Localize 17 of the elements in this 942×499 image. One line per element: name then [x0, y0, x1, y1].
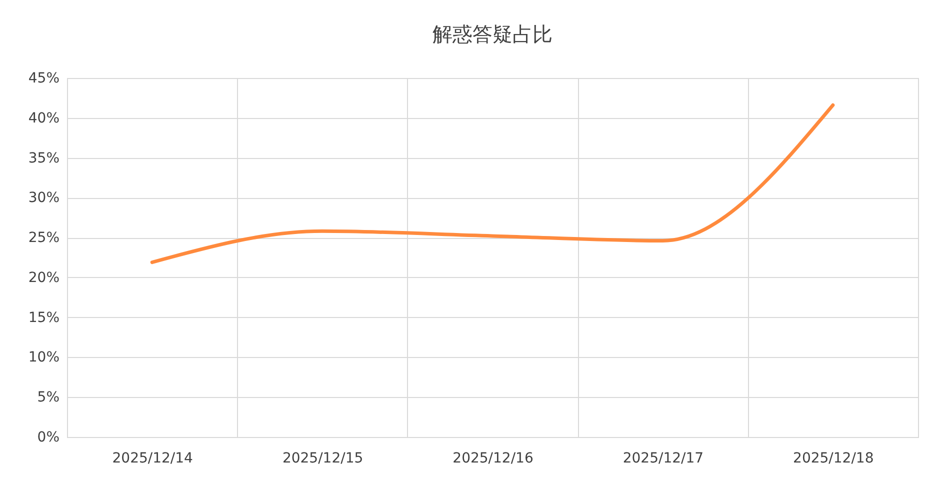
y-tick-label: 10%	[28, 350, 60, 366]
chart-title: 解惑答疑占比	[432, 22, 552, 46]
x-tick-label: 2025/12/16	[452, 450, 534, 466]
y-tick-label: 15%	[28, 310, 60, 326]
x-tick-label: 2025/12/17	[622, 450, 704, 466]
y-tick-label: 25%	[28, 230, 60, 246]
x-tick-label: 2025/12/18	[793, 450, 874, 466]
x-tick-label: 2025/12/15	[282, 450, 364, 466]
y-tick-label: 30%	[28, 190, 60, 206]
y-tick-label: 40%	[28, 110, 60, 126]
y-tick-label: 5%	[37, 390, 60, 406]
y-tick-label: 20%	[28, 270, 60, 286]
y-tick-label: 0%	[37, 430, 60, 446]
line-series	[150, 103, 835, 264]
x-tick-label: 2025/12/14	[112, 450, 194, 466]
y-tick-label: 45%	[28, 70, 60, 86]
y-tick-label: 35%	[28, 150, 60, 166]
